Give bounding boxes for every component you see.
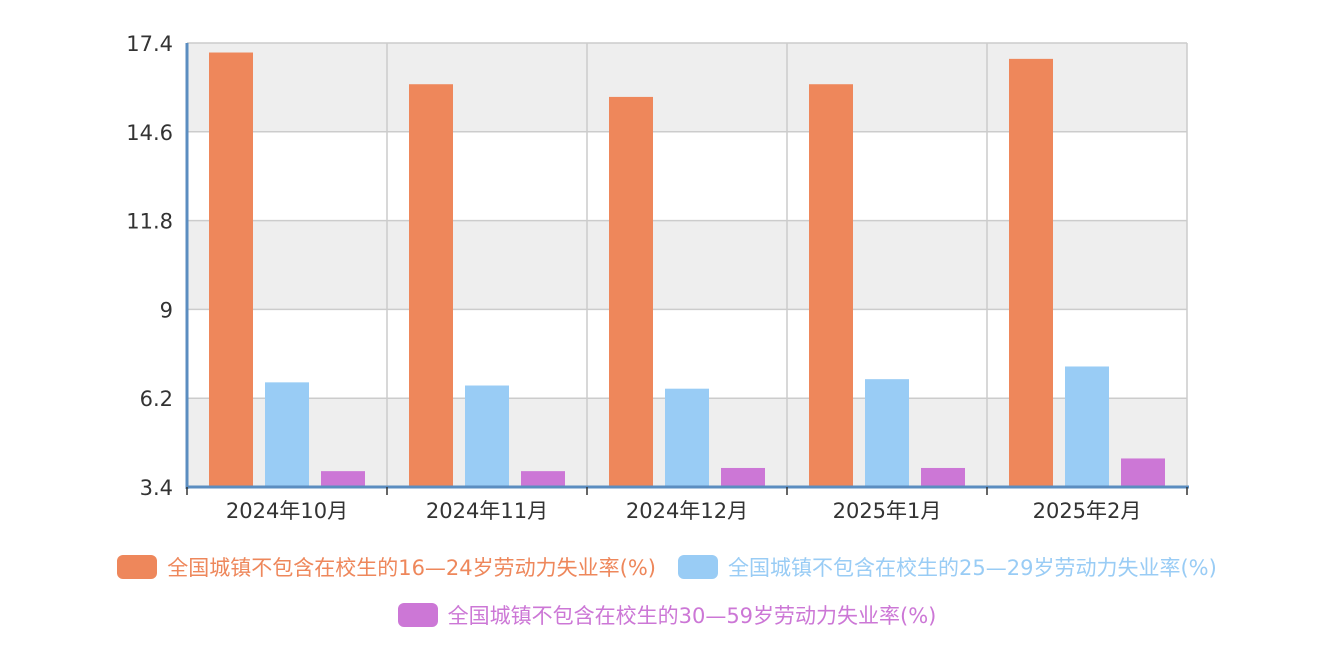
legend-row-1: 全国城镇不包含在校生的16—24岁劳动力失业率(%) 全国城镇不包含在校生的25… — [0, 552, 1334, 582]
legend-item-25-29[interactable]: 全国城镇不包含在校生的25—29岁劳动力失业率(%) — [678, 552, 1217, 582]
x-tick-label: 2024年12月 — [626, 499, 748, 523]
bar — [665, 388, 709, 487]
bar — [409, 84, 453, 487]
legend-swatch — [678, 555, 718, 579]
x-tick-label: 2024年10月 — [226, 499, 348, 523]
bar — [921, 467, 965, 487]
y-tick-label: 14.6 — [126, 121, 173, 145]
bar — [721, 467, 765, 487]
x-tick-label: 2025年2月 — [1033, 499, 1142, 523]
x-axis-ticks: 2024年10月 2024年11月 2024年12月 2025年1月 2025年2月 — [226, 499, 1141, 523]
legend-row-2: 全国城镇不包含在校生的30—59岁劳动力失业率(%) — [0, 600, 1334, 630]
x-tick-label: 2024年11月 — [426, 499, 548, 523]
y-tick-label: 9 — [160, 298, 173, 322]
legend-item-16-24[interactable]: 全国城镇不包含在校生的16—24岁劳动力失业率(%) — [117, 552, 656, 582]
y-tick-label: 11.8 — [126, 210, 173, 234]
bar — [1009, 58, 1053, 487]
bar — [209, 52, 253, 488]
bar — [465, 385, 509, 487]
bars — [209, 52, 1165, 488]
legend-swatch — [117, 555, 158, 579]
legend-label: 全国城镇不包含在校生的25—29岁劳动力失业率(%) — [728, 556, 1217, 580]
x-tick-label: 2025年1月 — [833, 499, 942, 523]
bar-chart: 17.414.611.896.23.4 2024年10月 2024年11月 2024… — [126, 32, 1189, 523]
legend-item-30-59[interactable]: 全国城镇不包含在校生的30—59岁劳动力失业率(%) — [397, 600, 937, 630]
legend-label: 全国城镇不包含在校生的30—59岁劳动力失业率(%) — [447, 604, 937, 628]
bar — [265, 382, 309, 487]
legend-swatch — [397, 603, 438, 627]
y-axis-ticks: 17.4 14.6 11.8 9 6.2 3.4 — [126, 32, 173, 500]
bar — [809, 84, 853, 487]
y-tick-label: 3.4 — [140, 476, 173, 500]
y-tick-label: 6.2 — [140, 387, 173, 411]
bar — [1065, 366, 1109, 487]
bar — [865, 379, 909, 487]
y-tick-label: 17.4 — [126, 32, 173, 56]
bar — [609, 96, 653, 488]
axes — [185, 43, 1189, 495]
legend-label: 全国城镇不包含在校生的16—24岁劳动力失业率(%) — [167, 556, 656, 580]
bar — [1121, 458, 1165, 487]
bar — [321, 471, 365, 487]
bar — [521, 471, 565, 487]
